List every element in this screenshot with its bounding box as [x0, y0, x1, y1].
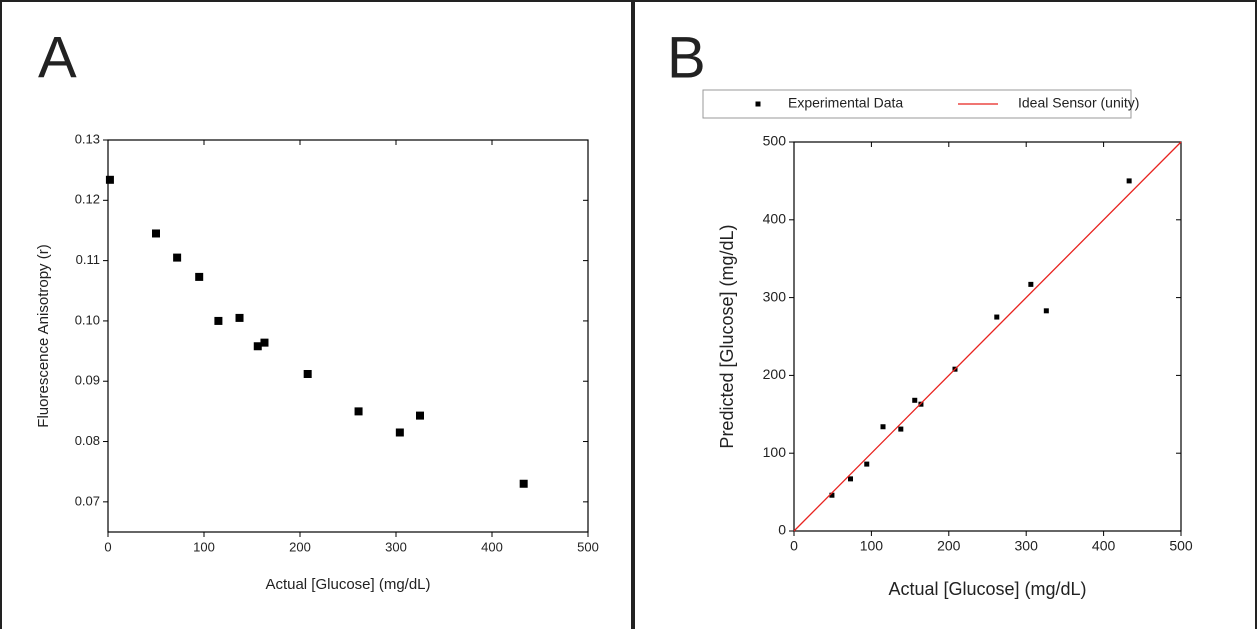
- data-point: [864, 461, 870, 467]
- x-axis-label: Actual [Glucose] (mg/dL): [888, 579, 1086, 599]
- data-point: [303, 369, 312, 378]
- data-point: [519, 479, 528, 488]
- y-tick-label: 0.08: [75, 433, 100, 448]
- data-point: [214, 316, 223, 325]
- y-tick-label: 300: [763, 288, 787, 304]
- y-tick-label: 0.07: [75, 493, 100, 508]
- panel-letter: A: [38, 25, 77, 90]
- legend-box: [702, 89, 1132, 119]
- x-tick-label: 0: [790, 538, 798, 554]
- y-tick-label: 0.10: [75, 312, 100, 327]
- data-point: [1043, 308, 1049, 314]
- y-tick-label: 500: [763, 133, 787, 149]
- data-point: [1028, 281, 1034, 287]
- x-tick-label: 100: [860, 538, 884, 554]
- x-tick-label: 0: [104, 539, 111, 554]
- data-point: [416, 411, 424, 420]
- data-point: [829, 492, 835, 498]
- ideal-line: [793, 141, 1182, 532]
- data-point: [105, 175, 114, 184]
- data-point: [195, 272, 204, 281]
- x-axis-label: Actual [Glucose] (mg/dL): [265, 576, 430, 593]
- y-tick-label: 400: [763, 211, 787, 227]
- data-point: [1126, 178, 1132, 184]
- x-tick-label: 200: [937, 538, 961, 554]
- data-point: [354, 407, 363, 416]
- data-point: [898, 426, 904, 432]
- x-tick-label: 500: [577, 539, 599, 554]
- x-tick-label: 400: [481, 539, 503, 554]
- data-point: [994, 314, 1000, 320]
- plot-frame: [793, 141, 1182, 532]
- data-point: [235, 313, 244, 322]
- y-tick-label: 0.12: [75, 192, 100, 207]
- y-tick-label: 0.13: [75, 131, 100, 146]
- data-point: [173, 253, 182, 262]
- y-axis-label: Predicted [Glucose] (mg/dL): [717, 224, 737, 448]
- data-point: [260, 338, 269, 347]
- data-point: [152, 229, 160, 238]
- data-point: [253, 342, 262, 351]
- data-point: [880, 424, 886, 430]
- legend-marker: [755, 101, 761, 107]
- data-point: [912, 397, 918, 403]
- data-point: [395, 428, 404, 437]
- plot-frame: [107, 139, 589, 533]
- y-tick-label: 200: [763, 366, 787, 382]
- legend-label: Ideal Sensor (unity): [1018, 95, 1139, 111]
- y-axis-label: Fluorescence Anisotropy (r): [35, 244, 52, 427]
- data-point: [848, 476, 854, 482]
- x-tick-label: 200: [289, 539, 311, 554]
- y-tick-label: 0: [778, 522, 786, 538]
- x-tick-label: 500: [1169, 538, 1193, 554]
- x-tick-label: 400: [1092, 538, 1116, 554]
- panel-letter: B: [667, 25, 706, 90]
- x-tick-label: 300: [385, 539, 407, 554]
- y-tick-label: 100: [763, 444, 787, 460]
- y-tick-label: 0.09: [75, 373, 100, 388]
- y-tick-label: 0.11: [76, 252, 100, 267]
- x-tick-label: 100: [193, 539, 215, 554]
- x-tick-label: 300: [1015, 538, 1039, 554]
- legend-label: Experimental Data: [788, 95, 903, 111]
